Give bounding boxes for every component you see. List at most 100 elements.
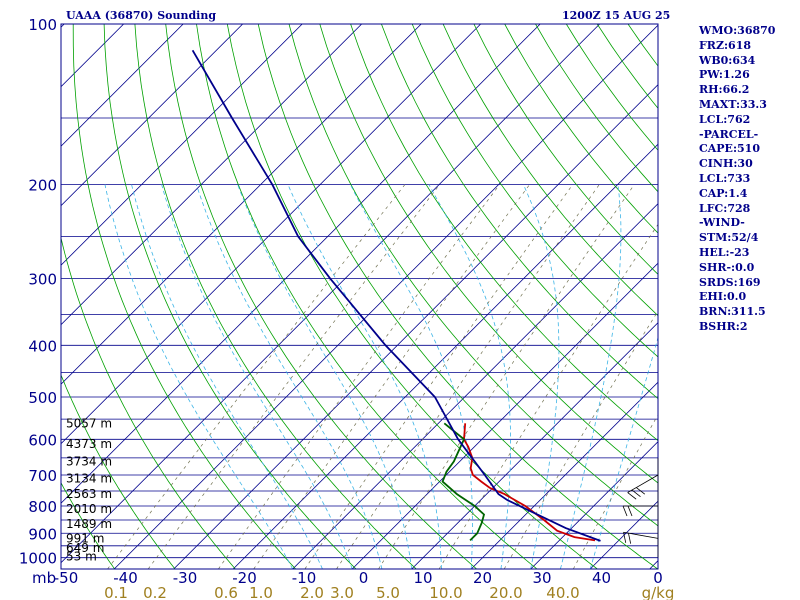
- pressure-tick-label: 300: [28, 271, 57, 289]
- dry-adiabat: [411, 24, 658, 358]
- temperature-tick-label: -40: [113, 569, 138, 587]
- pressure-axis-unit: mb: [32, 569, 56, 587]
- pressure-tick-label: 900: [28, 525, 57, 543]
- mixing-ratio-label: 40.0: [546, 584, 579, 600]
- plot-border: [60, 23, 659, 570]
- dry-adiabat: [288, 24, 658, 527]
- wind-barb-flag: [627, 505, 633, 517]
- wind-barb: [623, 531, 659, 539]
- index-item: LFC:728: [699, 201, 751, 215]
- temperature-tick-label: 20: [473, 569, 492, 587]
- wind-barb: [627, 474, 659, 493]
- wind-barb-flag: [623, 532, 627, 543]
- dry-adiabat: [61, 373, 176, 569]
- moist-adiabat: [523, 184, 560, 569]
- pressure-tick-label: 400: [28, 337, 57, 355]
- height-label: 53 m: [66, 550, 97, 564]
- height-label: 4373 m: [66, 437, 112, 451]
- index-item: MAXT:33.3: [699, 97, 767, 111]
- moist-adiabat: [161, 184, 353, 569]
- mixing-ratio-label: g/kg: [642, 584, 675, 600]
- temperature-tick-label: -20: [232, 569, 257, 587]
- temperature-tick-label: 0: [359, 569, 369, 587]
- dewpoint-line: [441, 422, 486, 542]
- index-item: WMO:36870: [699, 24, 776, 37]
- index-item: BSHR:2: [699, 319, 748, 333]
- isotherm: [61, 24, 481, 445]
- dry-adiabat: [350, 24, 658, 442]
- isotherm: [0, 24, 5, 569]
- height-label: 991 m: [66, 531, 104, 545]
- dry-adiabat: [196, 24, 538, 569]
- index-item: LCL:762: [699, 112, 751, 126]
- height-label: 2010 m: [66, 502, 112, 516]
- index-item: LCL:733: [699, 171, 751, 185]
- pressure-tick-label: 1000: [19, 550, 57, 568]
- chart-title: UAAA (36870) Sounding: [66, 9, 217, 22]
- index-item: CAPE:510: [699, 142, 760, 156]
- moist-adiabat: [589, 336, 658, 569]
- isotherm: [113, 24, 658, 569]
- index-item: SHR-:0.0: [699, 260, 755, 274]
- height-label: 3734 m: [66, 454, 112, 468]
- temperature-tick-label: 10: [413, 569, 432, 587]
- height-label: 1489 m: [66, 517, 112, 531]
- isotherm: [292, 203, 658, 569]
- isotherm: [61, 24, 65, 28]
- index-item: RH:66.2: [699, 83, 750, 97]
- index-item: SRDS:169: [699, 275, 761, 289]
- chart-time: 1200Z 15 AUG 25: [562, 9, 671, 22]
- isotherm: [61, 24, 303, 266]
- index-item: FRZ:618: [699, 38, 752, 52]
- index-item: -WIND-: [699, 216, 745, 230]
- isotherm: [470, 381, 658, 569]
- index-item: HEL:-23: [699, 245, 750, 259]
- mixing-ratio-label: 1.0: [249, 584, 273, 600]
- index-item: PW:1.26: [699, 68, 750, 82]
- temperature-tick-label: 0: [653, 569, 663, 587]
- wind-barb-flag: [622, 505, 628, 517]
- temperature-line: [463, 423, 596, 542]
- mixing-ratio-line: [218, 184, 500, 569]
- height-label: 649 m: [66, 541, 104, 555]
- temperature-tick-label: -10: [292, 569, 317, 587]
- isotherm: [411, 322, 658, 569]
- dry-adiabat: [61, 482, 116, 569]
- dry-adiabat: [473, 24, 658, 275]
- wind-barb-flag: [627, 492, 637, 500]
- isotherm: [61, 24, 600, 564]
- mixing-ratio-line: [378, 184, 635, 569]
- isotherm: [61, 24, 422, 385]
- mixing-ratio-label: 2.0: [300, 584, 324, 600]
- wind-barb-flag: [636, 487, 646, 495]
- index-item: -PARCEL-: [699, 127, 759, 141]
- isotherm: [173, 84, 658, 569]
- dry-adiabat: [442, 24, 658, 317]
- wind-barb-flag: [631, 489, 641, 497]
- index-item: BRN:311.5: [699, 305, 766, 319]
- pressure-tick-label: 500: [28, 389, 57, 407]
- temperature-tick-label: 40: [592, 569, 611, 587]
- height-label: 5057 m: [66, 416, 112, 430]
- index-item: CINH:30: [699, 157, 753, 171]
- dry-adiabat: [381, 24, 658, 400]
- wind-barbs: [622, 457, 659, 558]
- dry-adiabat: [134, 24, 417, 569]
- data-series: [191, 49, 601, 542]
- dry-adiabat: [257, 24, 658, 569]
- dry-adiabat: [103, 24, 357, 569]
- isotherm: [530, 441, 658, 569]
- moist-adiabat: [131, 184, 323, 569]
- temperature-tick-label: -30: [173, 569, 198, 587]
- temperature-tick-label: 30: [532, 569, 551, 587]
- moist-adiabat: [350, 184, 473, 569]
- height-label: 3134 m: [66, 471, 112, 485]
- mixing-ratio-line: [253, 184, 530, 569]
- moist-adiabat: [428, 184, 511, 569]
- mixing-ratio-label: 5.0: [376, 584, 400, 600]
- parcel-line: [191, 49, 601, 542]
- index-item: STM:52/4: [699, 231, 759, 245]
- moist-adiabat: [560, 184, 622, 569]
